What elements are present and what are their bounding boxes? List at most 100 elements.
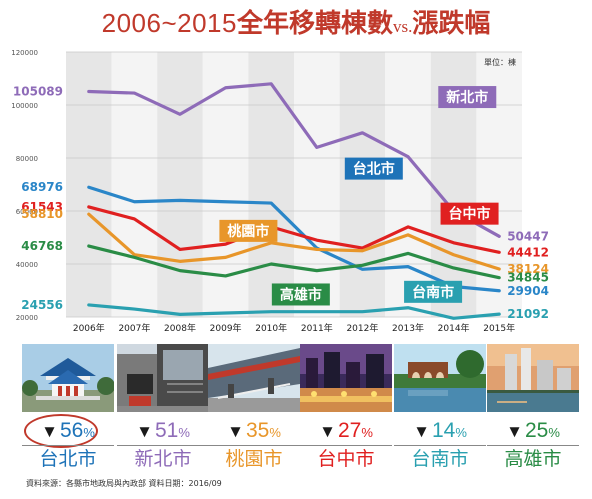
series-label-box [271,283,330,306]
start-value-label: 105089 [13,85,63,99]
series-line [87,205,501,254]
city-name: 桃園市 [208,445,300,471]
series-line [87,212,501,271]
grid-band [294,52,340,317]
decline-percent: ▼25% [487,417,579,445]
title-tail: 漲跌幅 [412,9,491,39]
decline-value: 25 [524,419,549,442]
series-line [87,185,501,293]
decline-value: 27 [337,419,362,442]
title-main: 全年移轉棟數 [236,9,393,39]
end-value-label: 29904 [507,284,549,298]
end-value-label: 44412 [507,245,549,259]
x-tick-label: 2013年 [392,322,424,334]
decline-percent: ▼35% [208,417,300,445]
y-tick-label: 100000 [11,102,38,110]
y-tick-label: 120000 [11,49,38,57]
series-label-box [440,202,499,225]
photo-illustration [300,344,392,412]
city-photo [117,344,209,412]
end-value-label: 38124 [507,262,549,276]
decline-percent: ▼27% [300,417,392,445]
start-value-label: 24556 [21,298,63,312]
grid-band [66,52,112,317]
city-card: ▼56% 台北市 [22,344,114,472]
y-tick-label: 40000 [16,261,38,269]
percent-sign: % [455,425,467,440]
x-tick-label: 2011年 [301,322,333,334]
percent-sign: % [178,425,190,440]
percent-sign: % [269,425,281,440]
city-card: ▼27% 台中市 [300,344,392,472]
city-name: 台北市 [22,445,114,471]
line-chart: 20000 40000 60000 80000 100000 120000 單位：棟 2006… [11,49,549,334]
grid-band [111,52,158,317]
decline-value: 51 [154,419,179,442]
city-card: ▼35% 桃園市 [208,344,300,472]
city-name: 新北市 [117,445,209,471]
start-value-label: 58810 [21,207,63,221]
photo-illustration [394,344,486,412]
start-value-label: 46768 [21,239,63,253]
x-tick-label: 2015年 [483,322,515,334]
photo-illustration [22,344,114,412]
city-card: ▼25% 高雄市 [487,344,579,472]
down-triangle-icon: ▼ [227,422,244,441]
y-tick-label: 80000 [16,155,38,163]
photo-illustration [487,344,579,412]
down-triangle-icon: ▼ [506,422,523,441]
city-photo [300,344,392,412]
x-tick-label: 2009年 [210,322,242,334]
city-photo [487,344,579,412]
photo-illustration [208,344,300,412]
percent-sign: % [548,425,560,440]
start-value-label: 68976 [21,180,63,194]
city-name: 台南市 [394,445,486,471]
x-tick-label: 2012年 [346,322,378,334]
series-label-box [219,219,278,242]
series-line [87,303,501,320]
highlight-circle [24,414,98,448]
series-label: 新北市 [446,89,488,106]
y-tick-label: 20000 [16,314,38,322]
city-cards: ▼56% 台北市 ▼51% 新北市 ▼35% 桃園市 ▼27% 台中市 ▼14% 台南市 ▼25% 高… [0,344,592,474]
grid-band [157,52,203,317]
series-label: 台北市 [353,161,395,178]
percent-sign: % [361,425,373,440]
series-label: 台中市 [449,206,491,223]
series-line [87,244,501,280]
x-tick-label: 2008年 [164,322,196,334]
title-vs: vs. [393,17,413,36]
x-tick-label: 2007年 [118,322,150,334]
unit-note: 單位：棟 [484,57,516,67]
down-triangle-icon: ▼ [136,422,153,441]
grid-band [248,52,294,317]
city-card: ▼51% 新北市 [117,344,209,472]
decline-percent: ▼51% [117,417,209,445]
end-value-label: 50447 [507,229,549,243]
source-note: 資料來源：各縣市地政局與內政部 資料日期：2016/09 [26,479,222,488]
x-tick-label: 2010年 [255,322,287,334]
x-tick-label: 2014年 [438,322,470,334]
city-photo [394,344,486,412]
grid-band [385,52,431,317]
photo-illustration [117,344,209,412]
end-value-label: 34845 [507,271,549,285]
series-label: 台南市 [412,284,454,301]
series-line [87,82,501,238]
decline-percent: ▼14% [394,417,486,445]
title-years: 2006~2015 [101,8,237,38]
end-value-label: 21092 [507,307,549,321]
city-name: 台中市 [300,445,392,471]
city-photo [208,344,300,412]
start-value-label: 61543 [21,200,63,214]
down-triangle-icon: ▼ [319,422,336,441]
decline-value: 14 [431,419,456,442]
series-label: 高雄市 [280,286,322,303]
series-label-box [344,157,403,180]
chart-title: 2006~2015全年移轉棟數vs.漲跌幅 [0,6,592,44]
decline-value: 35 [245,419,270,442]
city-name: 高雄市 [487,445,579,471]
series-label-box [438,86,497,109]
grid-band [339,52,386,317]
